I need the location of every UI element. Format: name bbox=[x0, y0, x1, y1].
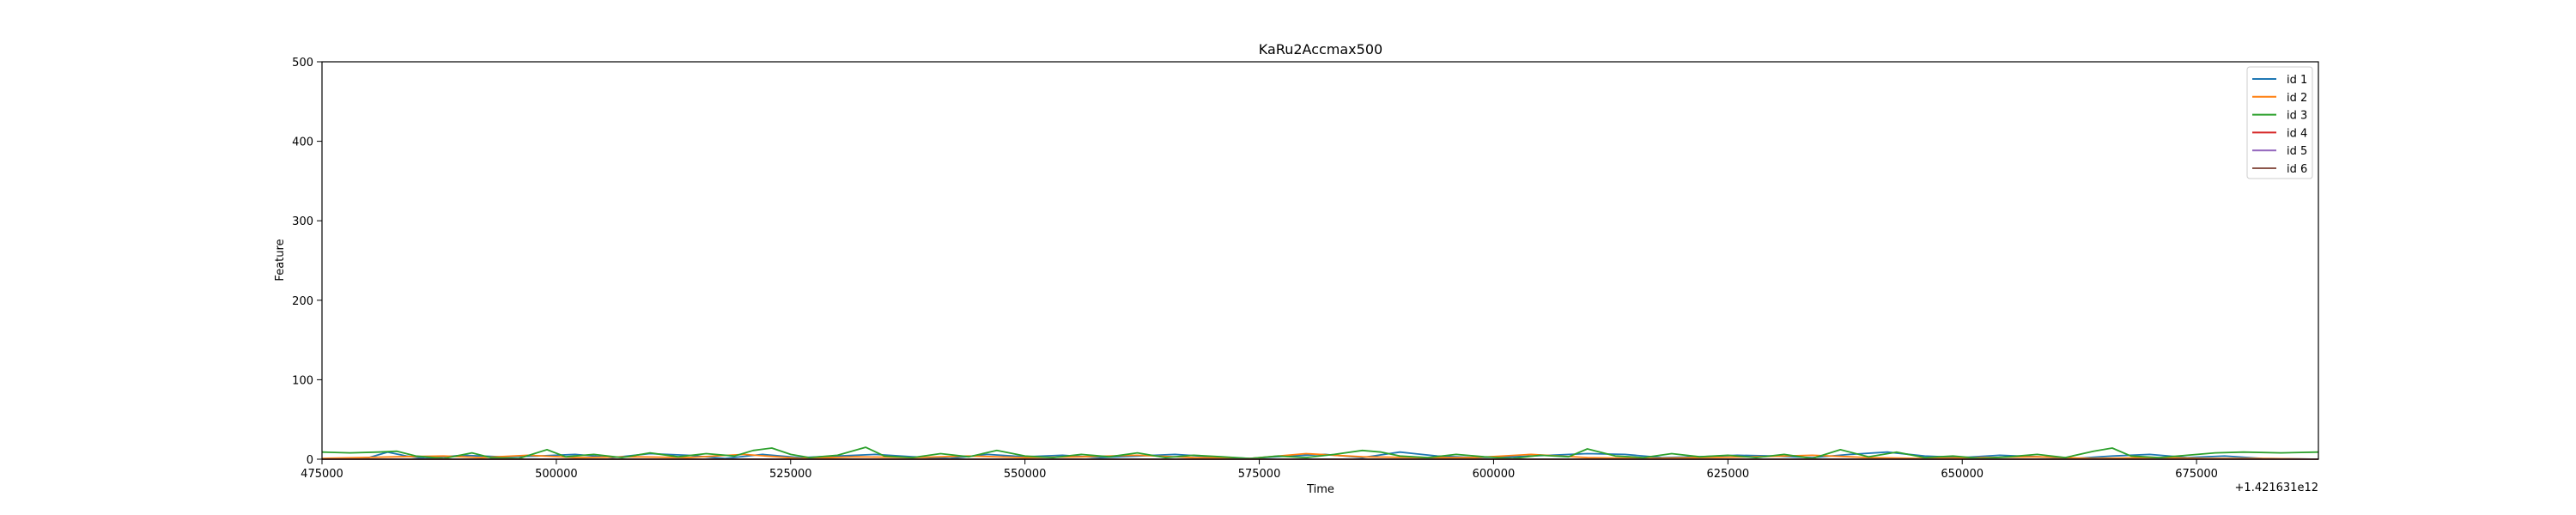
legend: id 1 id 2 id 3 id 4 id 5 id 6 bbox=[2246, 66, 2313, 179]
x-tick-label: 550000 bbox=[1004, 468, 1047, 481]
y-axis-label: Feature bbox=[274, 239, 287, 281]
plot-area bbox=[321, 61, 2319, 460]
y-axis: 0 100 200 300 400 500 bbox=[292, 57, 322, 467]
x-tick-label: 650000 bbox=[1941, 468, 1984, 481]
x-tick-label: 575000 bbox=[1238, 468, 1281, 481]
y-tick-label: 100 bbox=[292, 374, 313, 387]
y-tick-label: 300 bbox=[292, 215, 313, 228]
x-tick-label: 525000 bbox=[769, 468, 812, 481]
series-line-id-3 bbox=[321, 446, 2319, 459]
x-tick-label: 675000 bbox=[2175, 468, 2218, 481]
x-tick-label: 500000 bbox=[535, 468, 578, 481]
x-tick-label: 475000 bbox=[301, 468, 343, 481]
legend-entry-label: id 3 bbox=[2287, 110, 2307, 123]
x-axis: 475000 500000 525000 550000 575000 600000 6250… bbox=[301, 459, 2218, 481]
x-tick-label: 600000 bbox=[1473, 468, 1516, 481]
legend-entry-label: id 2 bbox=[2287, 92, 2307, 105]
x-tick-label: 625000 bbox=[1707, 468, 1750, 481]
y-tick-label: 0 bbox=[307, 454, 313, 467]
chart-title: KaRu2Accmax500 bbox=[1259, 41, 1382, 58]
y-tick-label: 500 bbox=[292, 57, 313, 70]
plot-frame bbox=[321, 61, 2319, 460]
legend-entry-label: id 5 bbox=[2287, 145, 2307, 158]
y-tick-label: 200 bbox=[292, 295, 313, 308]
x-axis-label: Time bbox=[1306, 483, 1334, 496]
x-offset-label: +1.421631e12 bbox=[2235, 482, 2318, 494]
legend-entry-label: id 4 bbox=[2287, 127, 2307, 140]
legend-entry-label: id 6 bbox=[2287, 163, 2307, 176]
y-tick-label: 400 bbox=[292, 136, 313, 149]
legend-entry-label: id 1 bbox=[2287, 74, 2307, 87]
